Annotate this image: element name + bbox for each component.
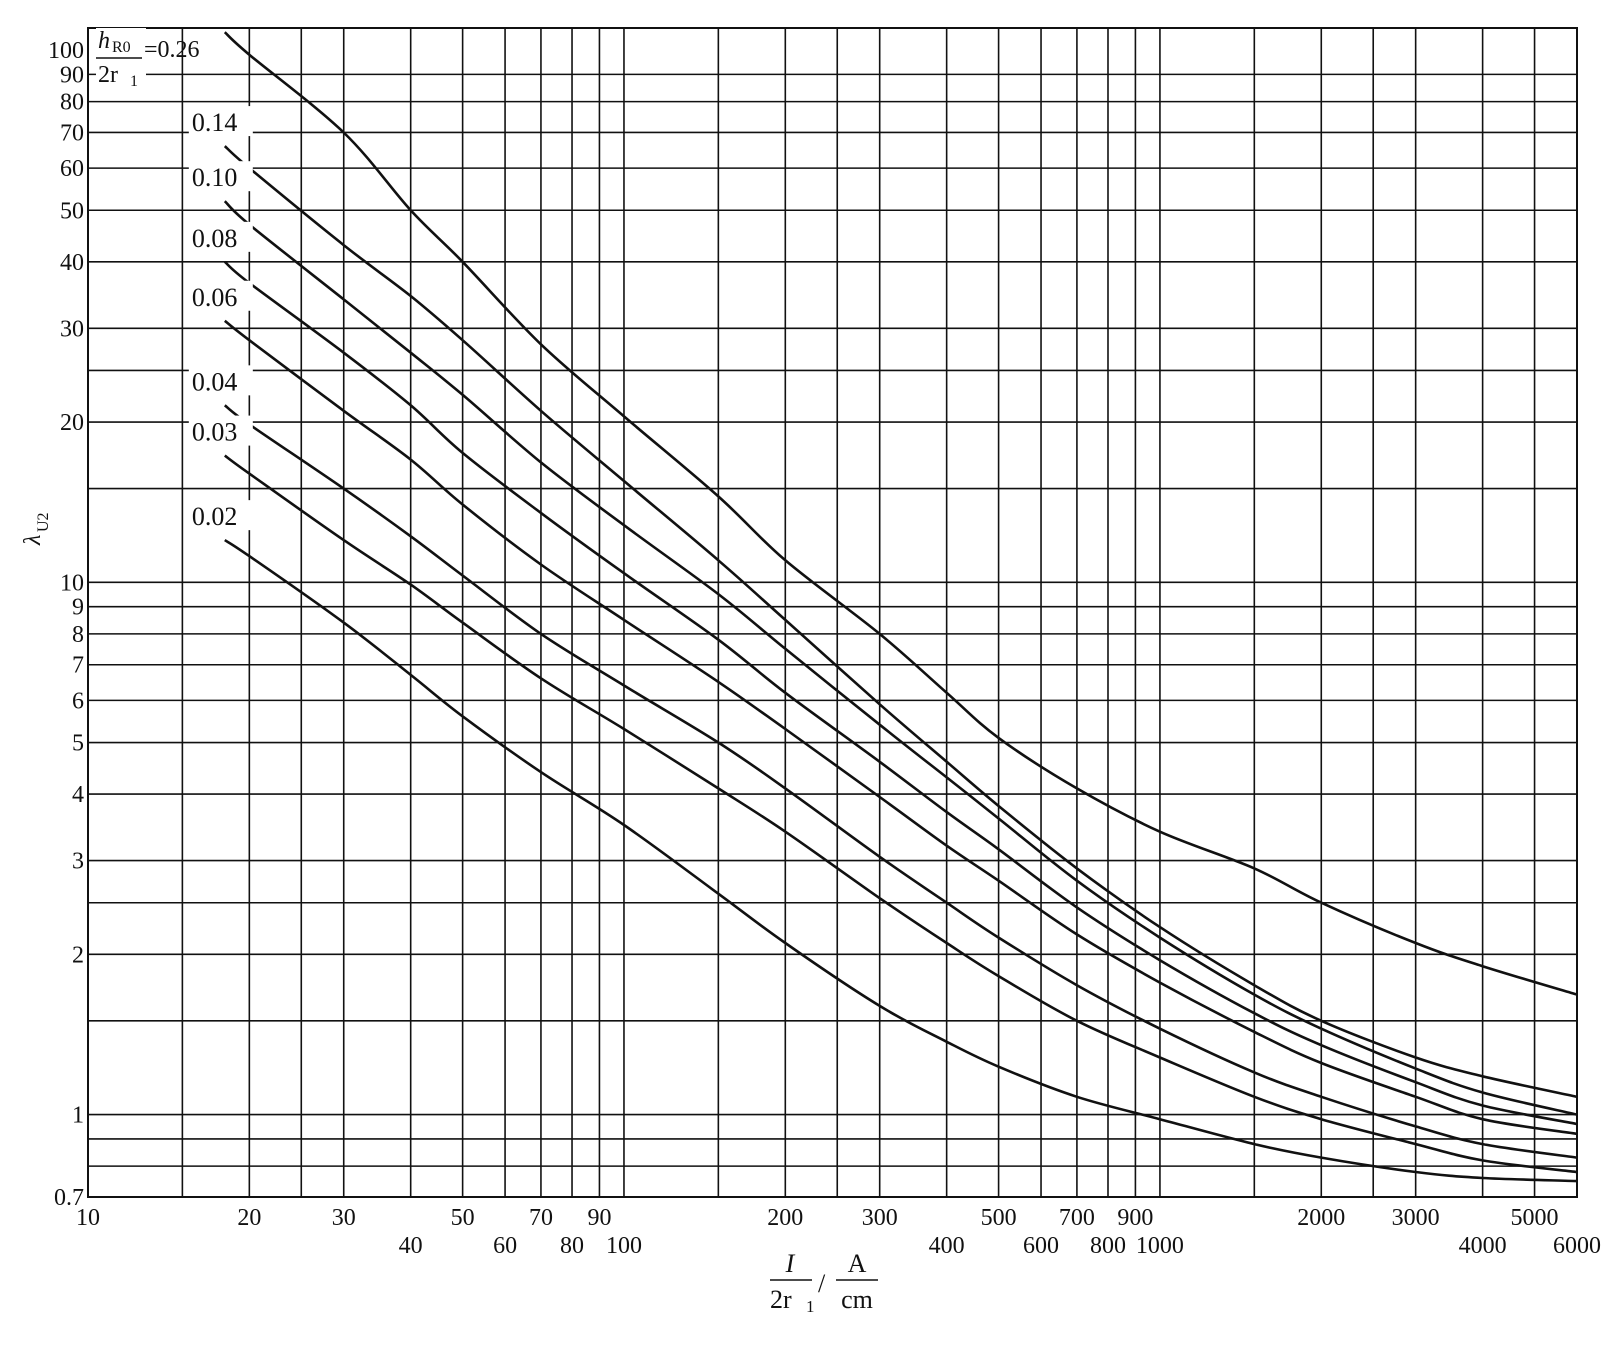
y-tick-label: 80 xyxy=(60,90,84,116)
series-curve-0.04 xyxy=(223,404,1578,1159)
series-labels: 0.14 0.10 0.08 0.06 0.04 0.03 0.02 xyxy=(188,106,253,531)
x-axis-label-den1: 2r xyxy=(770,1285,792,1314)
y-axis-label-main: λ xyxy=(20,535,46,546)
series-curve-0.14 xyxy=(223,145,1578,1099)
y-tick-label: 90 xyxy=(60,62,84,88)
x-tick-label: 6000 xyxy=(1553,1233,1601,1259)
x-tick-label: 500 xyxy=(981,1205,1017,1231)
series-label-bg xyxy=(188,161,253,192)
x-tick-label: 20 xyxy=(237,1205,261,1231)
x-axis-label-den2: cm xyxy=(841,1285,873,1314)
y-tick-label: 70 xyxy=(60,120,84,146)
x-tick-label: 70 xyxy=(529,1205,553,1231)
series-label-bg xyxy=(188,500,253,531)
x-tick-label: 10 xyxy=(76,1205,100,1231)
y-tick-label: 100 xyxy=(48,38,84,64)
y-tick-label: 4 xyxy=(72,782,84,808)
y-tick-label: 6 xyxy=(72,688,84,714)
x-tick-label: 100 xyxy=(606,1233,642,1259)
x-tick-label: 200 xyxy=(767,1205,803,1231)
legend-header-den: 2r xyxy=(98,62,118,88)
x-tick-label: 600 xyxy=(1023,1233,1059,1259)
series-label-0.03: 0.03 xyxy=(192,418,238,447)
y-tick-label: 50 xyxy=(60,198,84,224)
series-curve-0.02 xyxy=(224,539,1578,1183)
series-curve-0.03 xyxy=(224,454,1578,1174)
series-curve-0.26 xyxy=(223,31,1578,996)
series-label-bg xyxy=(188,415,253,446)
x-tick-label: 300 xyxy=(862,1205,898,1231)
x-axis-label-num2: A xyxy=(848,1249,867,1278)
y-tick-label: 2 xyxy=(72,942,84,968)
x-tick-label: 1000 xyxy=(1136,1233,1184,1259)
y-tick-label: 60 xyxy=(60,156,84,182)
x-tick-label: 800 xyxy=(1090,1233,1126,1259)
y-tick-label: 1 xyxy=(72,1103,84,1129)
x-tick-label: 3000 xyxy=(1392,1205,1440,1231)
data-curves xyxy=(223,31,1578,1183)
x-tick-label: 900 xyxy=(1117,1205,1153,1231)
series-label-0.06: 0.06 xyxy=(192,283,238,312)
x-tick-label: 30 xyxy=(332,1205,356,1231)
legend-header-num: h xyxy=(98,28,110,54)
series-label-bg xyxy=(188,106,253,137)
series-label-0.04: 0.04 xyxy=(192,367,238,396)
x-tick-label: 50 xyxy=(451,1205,475,1231)
x-axis-label-slash: / xyxy=(818,1269,826,1298)
series-label-0.10: 0.10 xyxy=(192,163,238,192)
series-label-0.08: 0.08 xyxy=(192,224,238,253)
series-label-bg xyxy=(188,365,253,396)
vertical-gridlines xyxy=(181,28,1536,1197)
y-tick-label: 0.7 xyxy=(54,1185,84,1211)
x-axis-label-den1-sub: 1 xyxy=(806,1297,815,1316)
x-tick-label: 700 xyxy=(1059,1205,1095,1231)
series-label-0.14: 0.14 xyxy=(192,108,238,137)
series-curve-0.06 xyxy=(223,319,1578,1136)
legend-header: h R0 2r 1 =0.26 xyxy=(96,28,200,90)
series-curve-0.08 xyxy=(223,260,1578,1126)
series-label-0.02: 0.02 xyxy=(192,502,238,531)
x-tick-label: 80 xyxy=(560,1233,584,1259)
y-tick-label: 10 xyxy=(60,570,84,596)
y-tick-label: 7 xyxy=(72,653,84,679)
series-curve-0.10 xyxy=(223,200,1578,1116)
x-tick-label: 90 xyxy=(587,1205,611,1231)
x-tick-label: 4000 xyxy=(1459,1233,1507,1259)
legend-header-eq: =0.26 xyxy=(144,37,200,63)
y-tick-label: 9 xyxy=(72,595,84,621)
x-tick-labels: 10 20 30 50 70 90 200 300 500 700 900 2000 3000 50004… xyxy=(76,1205,1601,1259)
series-label-bg xyxy=(188,221,253,252)
y-axis-label-sub: U2 xyxy=(35,512,52,532)
x-tick-label: 400 xyxy=(929,1233,965,1259)
series-label-bg xyxy=(188,280,253,311)
legend-header-num-sub: R0 xyxy=(112,39,131,56)
y-tick-label: 5 xyxy=(72,731,84,757)
x-axis-label-num1: I xyxy=(785,1249,796,1278)
legend-header-den-sub: 1 xyxy=(130,73,138,90)
x-axis-label: I 2r 1 / A cm xyxy=(770,1249,878,1316)
x-tick-label: 2000 xyxy=(1297,1205,1345,1231)
x-tick-label: 5000 xyxy=(1511,1205,1559,1231)
horizontal-gridlines xyxy=(88,73,1577,1167)
y-axis-label: λ U2 xyxy=(20,512,52,546)
y-tick-label: 30 xyxy=(60,316,84,342)
y-tick-label: 40 xyxy=(60,250,84,276)
x-tick-label: 60 xyxy=(493,1233,517,1259)
plot-frame xyxy=(87,27,1578,1198)
y-tick-label: 20 xyxy=(60,410,84,436)
y-tick-label: 3 xyxy=(72,849,84,875)
x-tick-label: 40 xyxy=(399,1233,423,1259)
y-tick-label: 8 xyxy=(72,622,84,648)
